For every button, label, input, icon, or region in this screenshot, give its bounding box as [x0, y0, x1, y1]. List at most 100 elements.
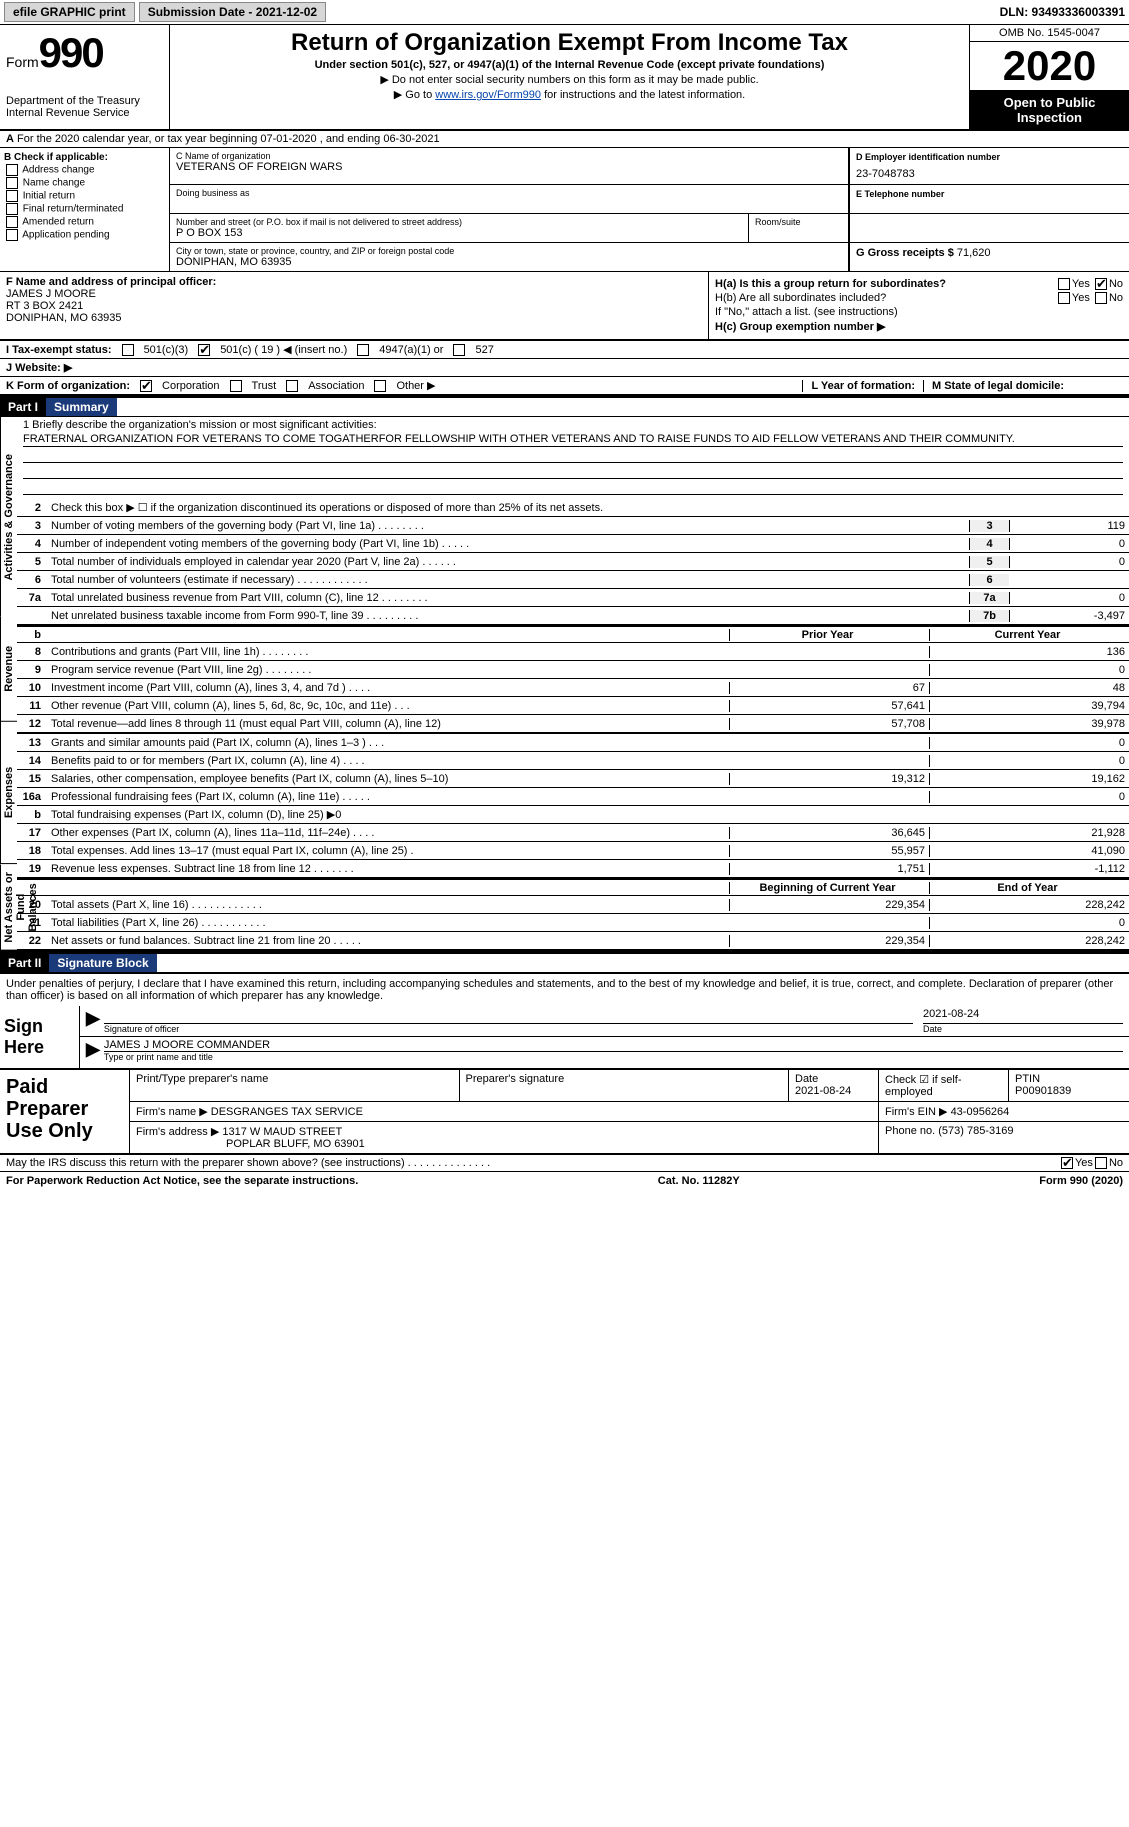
- mission-text: FRATERNAL ORGANIZATION FOR VETERANS TO C…: [23, 433, 1123, 447]
- summary-line: 12Total revenue—add lines 8 through 11 (…: [17, 715, 1129, 733]
- tax-period-text: For the 2020 calendar year, or tax year …: [17, 133, 440, 145]
- sig-type-label: Type or print name and title: [104, 1052, 1123, 1062]
- sign-here-label: Sign Here: [0, 1006, 80, 1068]
- form-title: Return of Organization Exempt From Incom…: [178, 29, 961, 57]
- box-l-label: L Year of formation:: [811, 380, 915, 392]
- checkbox-ha-no[interactable]: [1095, 278, 1107, 290]
- summary-line: 7aTotal unrelated business revenue from …: [17, 589, 1129, 607]
- preparer-date-value: 2021-08-24: [795, 1085, 851, 1097]
- prior-year-header: Prior Year: [729, 629, 929, 641]
- sign-here-block: Sign Here ▶ Signature of officer 2021-08…: [0, 1006, 1129, 1069]
- hc-label: H(c) Group exemption number ▶: [715, 320, 885, 333]
- discuss-question: May the IRS discuss this return with the…: [6, 1157, 1059, 1169]
- firm-name-value: DESGRANGES TAX SERVICE: [211, 1106, 363, 1118]
- page-footer: For Paperwork Reduction Act Notice, see …: [0, 1172, 1129, 1190]
- officer-addr2: DONIPHAN, MO 63935: [6, 312, 122, 324]
- label-application-pending: Application pending: [22, 230, 109, 241]
- arrow-icon: ▶: [86, 1039, 100, 1062]
- summary-line: 21Total liabilities (Part X, line 26) . …: [17, 914, 1129, 932]
- checkbox-corporation[interactable]: [140, 380, 152, 392]
- part-ii-header: Part IISignature Block: [0, 952, 1129, 973]
- summary-line: 18Total expenses. Add lines 13–17 (must …: [17, 842, 1129, 860]
- checkbox-527[interactable]: [453, 344, 465, 356]
- box-g-label: G Gross receipts $: [856, 247, 954, 259]
- dln-label: DLN: 93493336003391: [1000, 5, 1125, 19]
- vtab-governance: Activities & Governance: [0, 417, 17, 617]
- checkbox-final-return[interactable]: [6, 203, 18, 215]
- vtab-net-assets: Net Assets or Fund Balances: [0, 865, 17, 951]
- firm-addr1-value: 1317 W MAUD STREET: [222, 1126, 342, 1138]
- sig-date-value: 2021-08-24: [923, 1008, 1123, 1024]
- summary-line: 4Number of independent voting members of…: [17, 535, 1129, 553]
- paid-preparer-block: Paid Preparer Use Only Print/Type prepar…: [0, 1069, 1129, 1155]
- dept-label: Department of the Treasury: [6, 95, 163, 107]
- phone-value: (573) 785-3169: [938, 1125, 1013, 1137]
- form-label: Form: [6, 54, 39, 70]
- checkbox-hb-no[interactable]: [1095, 292, 1107, 304]
- checkbox-association[interactable]: [286, 380, 298, 392]
- note-link-suffix: for instructions and the latest informat…: [541, 89, 745, 101]
- part-i-title: Summary: [46, 398, 117, 416]
- officer-block: F Name and address of principal officer:…: [0, 272, 1129, 340]
- checkbox-trust[interactable]: [230, 380, 242, 392]
- firm-ein-value: 43-0956264: [951, 1106, 1010, 1118]
- label-final-return: Final return/terminated: [23, 204, 124, 215]
- org-name: VETERANS OF FOREIGN WARS: [176, 161, 842, 173]
- discuss-yes-label: Yes: [1075, 1157, 1093, 1169]
- checkbox-501c[interactable]: [198, 344, 210, 356]
- checkbox-amended-return[interactable]: [6, 216, 18, 228]
- mission-label: 1 Briefly describe the organization's mi…: [23, 419, 1123, 431]
- city-label: City or town, state or province, country…: [176, 246, 842, 256]
- summary-line: 3Number of voting members of the governi…: [17, 517, 1129, 535]
- hb-note: If "No," attach a list. (see instruction…: [715, 306, 898, 318]
- box-d-label: D Employer identification number: [856, 152, 1123, 162]
- note-ssn: ▶ Do not enter social security numbers o…: [178, 73, 961, 86]
- checkbox-501c3[interactable]: [122, 344, 134, 356]
- efile-button[interactable]: efile GRAPHIC print: [4, 2, 135, 22]
- checkbox-discuss-no[interactable]: [1095, 1157, 1107, 1169]
- instructions-link[interactable]: www.irs.gov/Form990: [435, 89, 541, 101]
- checkbox-4947[interactable]: [357, 344, 369, 356]
- checkbox-other[interactable]: [374, 380, 386, 392]
- note-link-prefix: ▶ Go to: [394, 89, 435, 101]
- box-f-label: F Name and address of principal officer:: [6, 276, 216, 288]
- vtab-expenses: Expenses: [0, 721, 17, 864]
- checkbox-address-change[interactable]: [6, 164, 18, 176]
- vtab-revenue: Revenue: [0, 617, 17, 722]
- catalog-number: Cat. No. 11282Y: [658, 1175, 740, 1187]
- ha-no-label: No: [1109, 278, 1123, 290]
- box-b-header: B Check if applicable:: [4, 152, 165, 163]
- summary-line: 15Salaries, other compensation, employee…: [17, 770, 1129, 788]
- submission-date-button[interactable]: Submission Date - 2021-12-02: [139, 2, 326, 22]
- preparer-selfemployed: Check ☑ if self-employed: [879, 1070, 1009, 1101]
- beginning-year-header: Beginning of Current Year: [729, 882, 929, 894]
- sig-date-label: Date: [923, 1024, 1123, 1034]
- checkbox-name-change[interactable]: [6, 177, 18, 189]
- end-year-header: End of Year: [929, 882, 1129, 894]
- sig-name-value: JAMES J MOORE COMMANDER: [104, 1039, 1123, 1052]
- part-i-num: Part I: [0, 398, 46, 416]
- addr-value: P O BOX 153: [176, 227, 742, 239]
- checkbox-discuss-yes[interactable]: [1061, 1157, 1073, 1169]
- label-527: 527: [475, 344, 493, 356]
- officer-addr1: RT 3 BOX 2421: [6, 300, 83, 312]
- form-header: Form990 Department of the Treasury Inter…: [0, 25, 1129, 131]
- firm-name-label: Firm's name ▶: [136, 1106, 208, 1118]
- box-c-label: C Name of organization: [176, 151, 842, 161]
- summary-line: 11Other revenue (Part VIII, column (A), …: [17, 697, 1129, 715]
- current-year-header: Current Year: [929, 629, 1129, 641]
- checkbox-application-pending[interactable]: [6, 229, 18, 241]
- summary-line: 10Investment income (Part VIII, column (…: [17, 679, 1129, 697]
- summary-line: 20Total assets (Part X, line 16) . . . .…: [17, 896, 1129, 914]
- checkbox-hb-yes[interactable]: [1058, 292, 1070, 304]
- checkbox-initial-return[interactable]: [6, 190, 18, 202]
- label-501c3: 501(c)(3): [144, 344, 189, 356]
- box-i-label: I Tax-exempt status:: [6, 344, 112, 356]
- box-k-label: K Form of organization:: [6, 380, 130, 392]
- checkbox-ha-yes[interactable]: [1058, 278, 1070, 290]
- officer-name: JAMES J MOORE: [6, 288, 96, 300]
- preparer-date-header: Date: [795, 1073, 818, 1085]
- sig-officer-label: Signature of officer: [104, 1024, 913, 1034]
- summary-line: 9Program service revenue (Part VIII, lin…: [17, 661, 1129, 679]
- ein-value: 23-7048783: [856, 168, 1123, 180]
